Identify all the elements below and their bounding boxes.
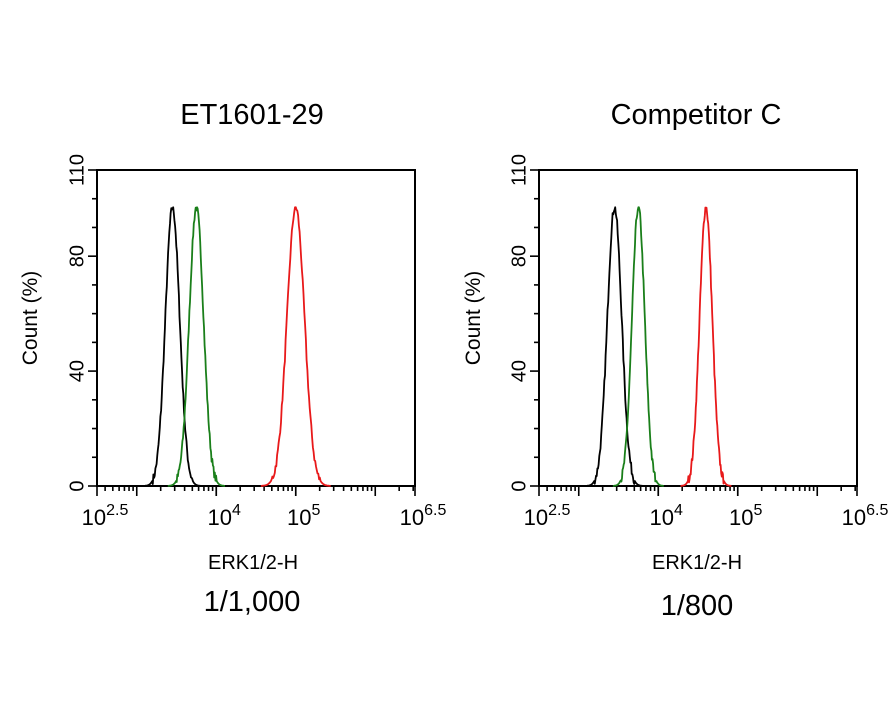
panel-1-title: ET1601-29 — [180, 99, 324, 131]
panel-2-title: Competitor C — [611, 99, 782, 131]
x-tick-base: 10 — [208, 505, 232, 530]
x-tick-base: 10 — [524, 505, 548, 530]
x-tick-label: 104 — [650, 502, 683, 530]
histogram-curve-3 — [260, 206, 331, 487]
panel-2-x-ticks: 102.5 104 105 106.5 — [524, 486, 888, 530]
x-tick-label: 105 — [729, 502, 762, 530]
panel-1-x-axis-label: ERK1/2-H — [208, 552, 298, 574]
x-tick-exponent: 5 — [312, 502, 321, 519]
x-tick-label: 104 — [208, 502, 241, 530]
panel-1-curves — [143, 206, 331, 487]
panel-2-curves — [585, 206, 732, 487]
panel-2-x-axis-label: ERK1/2-H — [652, 552, 742, 574]
x-tick-label: 102.5 — [524, 502, 571, 530]
y-tick-label: 0 — [66, 480, 88, 491]
x-tick-label: 105 — [287, 502, 320, 530]
x-tick-exponent: 6.5 — [424, 502, 446, 519]
y-tick-label: 110 — [508, 154, 530, 186]
y-tick-label: 0 — [508, 480, 530, 491]
x-tick-base: 10 — [650, 505, 674, 530]
x-tick-exponent: 4 — [674, 502, 683, 519]
panel-1-x-ticks: 102.5 104 105 106.5 — [82, 486, 447, 530]
y-tick-label: 40 — [66, 360, 88, 382]
panel-2-plot-frame — [538, 169, 858, 487]
x-tick-base: 10 — [287, 505, 311, 530]
histogram-curve-1 — [585, 206, 644, 487]
y-tick-label: 110 — [66, 154, 88, 186]
panel-1-y-ticks: 0 40 80 110 — [66, 154, 97, 492]
y-tick-label: 80 — [508, 245, 530, 267]
x-tick-exponent: 4 — [232, 502, 241, 519]
x-tick-label: 106.5 — [400, 502, 447, 530]
histogram-curve-2 — [167, 206, 226, 487]
x-tick-label: 102.5 — [82, 502, 129, 530]
histogram-curve-1 — [143, 206, 202, 487]
panel-1-plot-frame — [96, 169, 416, 487]
y-tick-label: 80 — [66, 245, 88, 267]
histogram-curve-2 — [612, 206, 665, 487]
x-tick-exponent: 2.5 — [106, 502, 128, 519]
x-tick-base: 10 — [842, 505, 866, 530]
x-tick-exponent: 2.5 — [548, 502, 570, 519]
panel-1-dilution-label: 1/1,000 — [204, 586, 301, 618]
panel-2-y-ticks: 0 40 80 110 — [508, 154, 539, 492]
y-tick-label: 40 — [508, 360, 530, 382]
x-tick-exponent: 6.5 — [866, 502, 888, 519]
x-tick-label: 106.5 — [842, 502, 888, 530]
x-tick-base: 10 — [729, 505, 753, 530]
panel-1-y-axis-label: Count (%) — [19, 271, 42, 366]
histogram-curve-3 — [680, 206, 732, 487]
panel-2-dilution-label: 1/800 — [661, 590, 734, 622]
x-tick-exponent: 5 — [754, 502, 763, 519]
panel-2-y-axis-label: Count (%) — [462, 271, 485, 366]
x-tick-base: 10 — [82, 505, 106, 530]
x-tick-base: 10 — [400, 505, 424, 530]
